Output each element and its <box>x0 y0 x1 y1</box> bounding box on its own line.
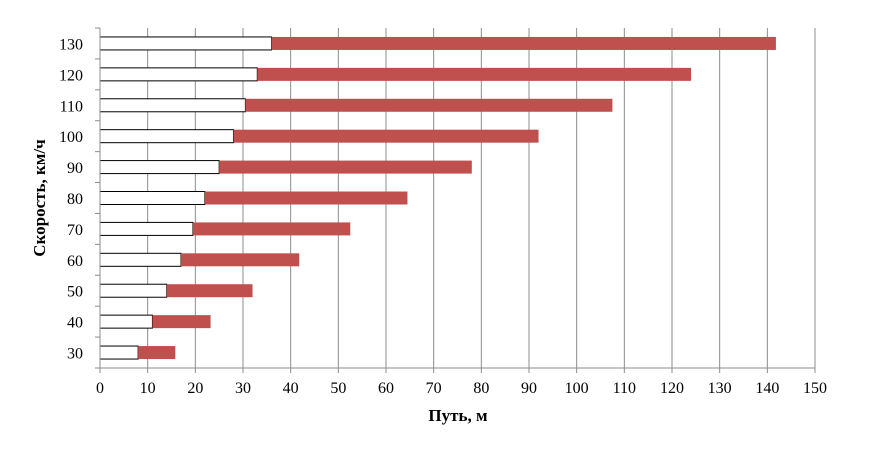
bar-series2-70 <box>192 222 351 236</box>
x-axis-title: Путь, м <box>428 406 488 425</box>
bar-series1-70 <box>99 221 194 236</box>
x-tick-label-10: 10 <box>140 380 156 397</box>
bar-series1-80 <box>99 191 206 205</box>
x-tick-label-130: 130 <box>708 380 732 397</box>
x-tick-label-60: 60 <box>378 380 394 397</box>
bar-series1-90 <box>99 160 220 175</box>
bars <box>99 36 776 360</box>
x-tick-label-110: 110 <box>613 380 636 397</box>
y-tick-label-90: 90 <box>67 160 83 177</box>
y-tick-label-120: 120 <box>59 67 83 84</box>
bar-series1-40 <box>99 314 153 329</box>
y-tick-label-60: 60 <box>67 253 83 270</box>
x-tick-label-70: 70 <box>426 380 442 397</box>
x-tick-labels: 0 10 20 30 40 50 60 70 80 90 100 110 120 130 140 150 <box>96 380 827 397</box>
x-tick-label-80: 80 <box>473 380 489 397</box>
bar-series2-110 <box>245 98 613 112</box>
bar-series1-60 <box>99 252 182 267</box>
x-tick-label-30: 30 <box>235 380 251 397</box>
bar-series2-130 <box>271 36 776 50</box>
x-tick-label-140: 140 <box>755 380 779 397</box>
bar-series1-120 <box>99 67 258 82</box>
x-tick-label-120: 120 <box>660 380 684 397</box>
bar-series1-110 <box>99 98 246 113</box>
x-tick-label-100: 100 <box>565 380 589 397</box>
y-tick-label-80: 80 <box>67 191 83 208</box>
bar-series1-50 <box>99 283 168 298</box>
bar-series2-60 <box>181 253 300 267</box>
y-tick-label-50: 50 <box>67 284 83 301</box>
x-tick-label-40: 40 <box>283 380 299 397</box>
bar-series2-90 <box>219 160 472 174</box>
bar-series2-80 <box>204 191 408 205</box>
x-tick-label-150: 150 <box>803 380 827 397</box>
x-tick-label-0: 0 <box>96 380 104 397</box>
y-tick-label-40: 40 <box>67 315 83 332</box>
y-tick-label-100: 100 <box>59 129 83 146</box>
bar-series1-100 <box>99 129 234 144</box>
bar-series2-50 <box>166 284 253 298</box>
bar-series1-30 <box>99 345 139 360</box>
axis-lines <box>95 27 816 373</box>
y-tick-labels: 30 40 50 60 70 80 90 100 110 120 130 <box>59 36 83 362</box>
bar-series2-40 <box>152 315 211 329</box>
x-tick-label-90: 90 <box>521 380 537 397</box>
bar-series2-120 <box>257 67 692 81</box>
bar-series2-30 <box>138 346 176 360</box>
y-tick-label-130: 130 <box>59 36 83 53</box>
bar-series2-100 <box>233 129 539 143</box>
y-tick-label-30: 30 <box>67 346 83 363</box>
y-axis-title: Скорость, км/ч <box>30 139 49 257</box>
x-tick-label-20: 20 <box>187 380 203 397</box>
x-tick-label-50: 50 <box>330 380 346 397</box>
y-tick-label-110: 110 <box>60 98 83 115</box>
y-tick-label-70: 70 <box>67 222 83 239</box>
bar-series1-130 <box>99 36 273 51</box>
